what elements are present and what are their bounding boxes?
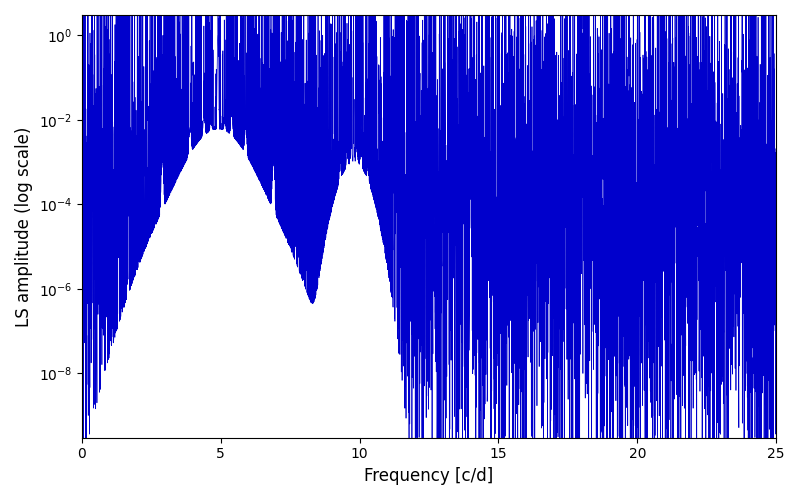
X-axis label: Frequency [c/d]: Frequency [c/d] bbox=[364, 467, 494, 485]
Y-axis label: LS amplitude (log scale): LS amplitude (log scale) bbox=[15, 126, 33, 326]
